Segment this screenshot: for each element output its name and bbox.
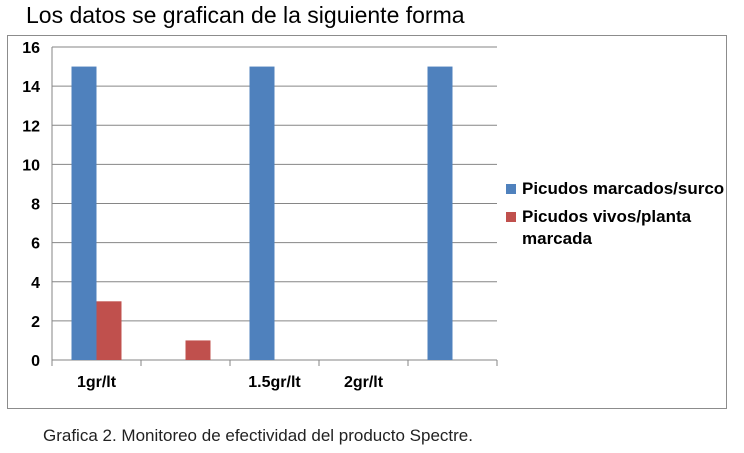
x-tick-label-2: 1.5gr/lt [248, 374, 301, 391]
y-tick-label-6: 6 [31, 236, 40, 253]
chart-heading: Los datos se grafican de la siguiente fo… [26, 2, 465, 28]
y-tick-label-2: 2 [31, 314, 40, 331]
bar-vivos-0 [96, 301, 122, 360]
y-tick-label-12: 12 [22, 118, 40, 135]
bar-marcados-0 [71, 66, 97, 360]
legend-label-vivos: Picudos vivos/planta marcada [522, 207, 692, 248]
y-tick-label-16: 16 [22, 40, 40, 57]
chart-frame [7, 35, 727, 409]
chart-legend: Picudos marcados/surco Picudos vivos/pla… [506, 178, 726, 256]
legend-item-vivos: Picudos vivos/planta marcada [506, 206, 726, 250]
y-tick-label-4: 4 [31, 275, 40, 292]
legend-swatch-red [506, 212, 516, 222]
legend-item-marcados: Picudos marcados/surco [506, 178, 726, 200]
legend-label-marcados: Picudos marcados/surco [522, 179, 725, 198]
bar-vivos-1 [185, 340, 211, 360]
x-tick-label-0: 1gr/lt [77, 374, 117, 391]
y-tick-label-8: 8 [31, 197, 40, 214]
legend-swatch-blue [506, 184, 516, 194]
y-tick-label-14: 14 [22, 79, 40, 96]
bar-marcados-4 [427, 66, 453, 360]
x-tick-label-3: 2gr/lt [344, 374, 384, 391]
bar-marcados-2 [249, 66, 275, 360]
y-tick-label-0: 0 [31, 353, 40, 370]
y-tick-label-10: 10 [22, 157, 40, 174]
figure-caption: Grafica 2. Monitoreo de efectividad del … [43, 426, 473, 445]
